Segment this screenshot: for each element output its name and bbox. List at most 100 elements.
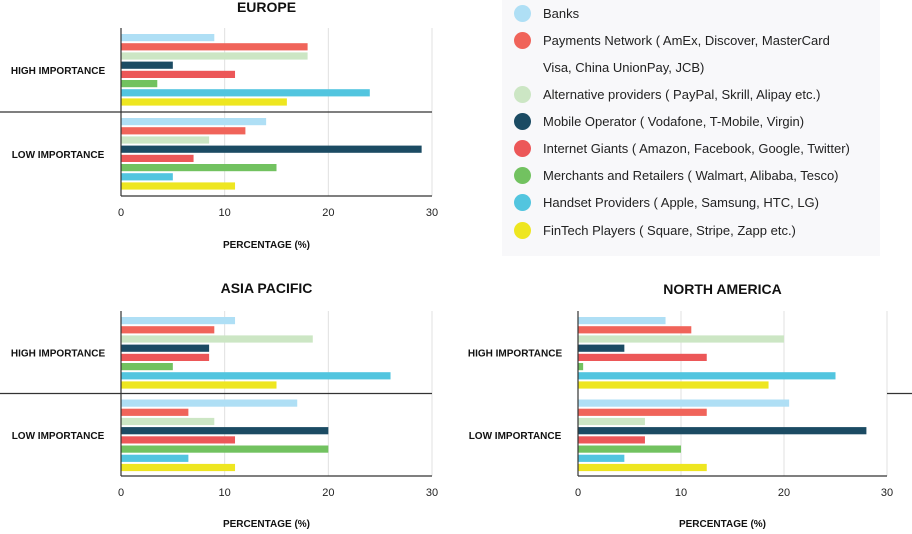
legend-label: Visa, China UnionPay, JCB) xyxy=(543,59,705,75)
category-label: LOW IMPORTANCE xyxy=(469,431,562,442)
x-tick-label: 0 xyxy=(118,207,124,219)
category-label: HIGH IMPORTANCE xyxy=(11,66,106,77)
bar-mobile xyxy=(121,344,210,352)
legend-label: Merchants and Retailers ( Walmart, Aliba… xyxy=(543,167,839,183)
bar-handset xyxy=(121,173,173,181)
bar-payments xyxy=(121,408,189,416)
bar-internet xyxy=(121,353,210,361)
bar-payments xyxy=(121,43,308,51)
chart-north-america: 0 10 20 30 HIGH IMPORTANCE LOW IMPORTANCE NORT… xyxy=(468,281,912,530)
x-tick-label: 30 xyxy=(426,487,438,499)
legend-swatch xyxy=(514,59,531,76)
bar-fintech xyxy=(121,182,236,190)
bar-internet xyxy=(578,353,707,361)
bar-mobile xyxy=(121,61,173,69)
chart-europe: 0 10 20 30 HIGH IMPORTANCE LOW IMPORTANCE EURO… xyxy=(0,0,438,251)
bar-internet xyxy=(121,70,236,78)
legend-item-mobile: Mobile Operator ( Vodafone, T-Mobile, Vi… xyxy=(514,110,804,132)
x-tick-label: 10 xyxy=(219,487,231,499)
bar-alternative xyxy=(578,335,784,343)
bar-mobile xyxy=(121,427,329,435)
chart-title: EUROPE xyxy=(237,0,296,15)
legend-label: Alternative providers ( PayPal, Skrill, … xyxy=(543,86,821,102)
bar-banks xyxy=(121,34,215,42)
x-tick-label: 20 xyxy=(322,487,334,499)
x-tick-label: 30 xyxy=(881,487,893,499)
chart-asia-pacific: 0 10 20 30 HIGH IMPORTANCE LOW IMPORTANCE ASIA… xyxy=(0,280,438,530)
bar-handset xyxy=(121,372,391,380)
bar-alternative xyxy=(121,136,210,144)
bar-payments xyxy=(121,127,246,135)
bar-mobile xyxy=(578,344,625,352)
x-tick-label: 0 xyxy=(118,487,124,499)
legend-item-merchants: Merchants and Retailers ( Walmart, Aliba… xyxy=(514,164,839,186)
bar-fintech xyxy=(578,463,707,472)
legend-item-payments: Payments Network ( AmEx, Discover, Maste… xyxy=(514,29,830,51)
legend-label: Banks xyxy=(543,5,580,21)
legend-swatch xyxy=(514,139,531,157)
legend-label: FinTech Players ( Square, Stripe, Zapp e… xyxy=(543,222,796,238)
x-axis-label: PERCENTAGE (%) xyxy=(223,519,310,530)
bar-mobile xyxy=(121,145,422,153)
legend-swatch xyxy=(514,193,531,211)
legend-label: Handset Providers ( Apple, Samsung, HTC,… xyxy=(543,194,820,210)
legend-swatch xyxy=(514,166,531,184)
bar-merchants xyxy=(578,363,584,371)
bar-alternative xyxy=(121,417,215,426)
legend-swatch xyxy=(514,4,531,22)
legend-label: Mobile Operator ( Vodafone, T-Mobile, Vi… xyxy=(543,113,805,129)
legend-item-fintech: FinTech Players ( Square, Stripe, Zapp e… xyxy=(514,219,796,241)
bar-handset xyxy=(578,454,625,462)
bar-alternative xyxy=(121,335,313,343)
bar-payments xyxy=(578,326,692,334)
legend-item-internet: Internet Giants ( Amazon, Facebook, Goog… xyxy=(514,137,850,159)
bar-fintech xyxy=(121,463,236,472)
x-axis-label: PERCENTAGE (%) xyxy=(679,519,766,530)
legend: Banks Payments Network ( AmEx, Discover, … xyxy=(502,0,880,256)
bar-banks xyxy=(578,317,666,325)
chart-title: NORTH AMERICA xyxy=(663,281,781,297)
x-axis-label: PERCENTAGE (%) xyxy=(223,240,310,251)
bar-handset xyxy=(578,372,836,380)
bar-mobile xyxy=(578,427,867,435)
bar-handset xyxy=(121,89,370,97)
bar-merchants xyxy=(578,445,681,453)
legend-label: Internet Giants ( Amazon, Facebook, Goog… xyxy=(543,140,850,156)
bar-alternative xyxy=(121,52,308,60)
bar-handset xyxy=(121,454,189,462)
category-label: LOW IMPORTANCE xyxy=(12,431,105,442)
bar-merchants xyxy=(121,445,329,453)
bar-banks xyxy=(578,399,790,407)
chart-title: ASIA PACIFIC xyxy=(221,280,313,296)
legend-item-alternative: Alternative providers ( PayPal, Skrill, … xyxy=(514,83,820,105)
legend-label: Payments Network ( AmEx, Discover, Maste… xyxy=(543,32,830,48)
x-tick-label: 10 xyxy=(219,207,231,219)
bar-internet xyxy=(121,436,236,444)
bar-banks xyxy=(121,317,236,325)
legend-swatch xyxy=(514,112,531,130)
category-label: LOW IMPORTANCE xyxy=(12,150,105,161)
legend-item-handset: Handset Providers ( Apple, Samsung, HTC,… xyxy=(514,191,819,213)
legend-swatch xyxy=(514,31,531,49)
bar-fintech xyxy=(578,381,769,389)
bar-merchants xyxy=(121,164,277,172)
bar-fintech xyxy=(121,98,287,106)
x-tick-label: 30 xyxy=(426,207,438,219)
bar-merchants xyxy=(121,363,173,371)
legend-swatch xyxy=(514,85,531,103)
bar-payments xyxy=(578,408,707,416)
bar-payments xyxy=(121,326,215,334)
x-tick-label: 10 xyxy=(675,487,687,499)
legend-item-continuation: Visa, China UnionPay, JCB) xyxy=(514,56,704,78)
bar-banks xyxy=(121,399,298,407)
bar-internet xyxy=(578,436,645,444)
bar-internet xyxy=(121,154,194,162)
bar-banks xyxy=(121,118,267,126)
x-tick-label: 20 xyxy=(322,207,334,219)
legend-item-banks: Banks xyxy=(514,2,579,24)
bar-merchants xyxy=(121,80,158,88)
legend-swatch xyxy=(514,221,531,239)
x-tick-label: 20 xyxy=(778,487,790,499)
category-label: HIGH IMPORTANCE xyxy=(468,348,563,359)
